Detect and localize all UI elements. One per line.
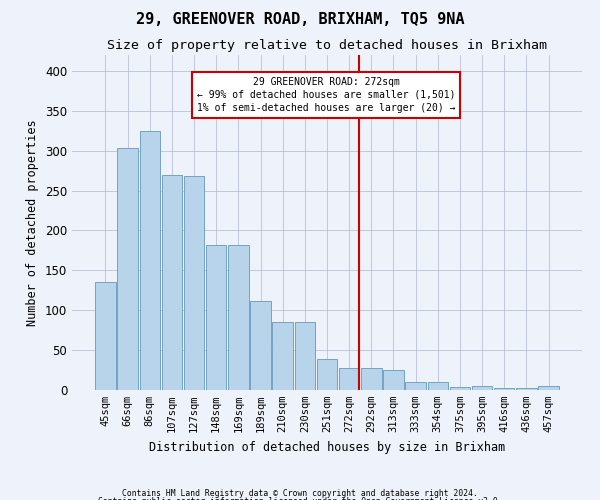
Bar: [472, 386, 493, 390]
Bar: [272, 322, 293, 390]
Text: Contains public sector information licensed under the Open Government Licence v3: Contains public sector information licen…: [98, 498, 502, 500]
Bar: [161, 174, 182, 390]
Bar: [95, 282, 116, 390]
Bar: [250, 300, 271, 390]
Bar: [406, 382, 426, 390]
Title: Size of property relative to detached houses in Brixham: Size of property relative to detached ho…: [107, 40, 547, 52]
Text: 29, GREENOVER ROAD, BRIXHAM, TQ5 9NA: 29, GREENOVER ROAD, BRIXHAM, TQ5 9NA: [136, 12, 464, 28]
Bar: [450, 387, 470, 390]
Bar: [538, 386, 559, 390]
Bar: [206, 245, 226, 390]
Bar: [516, 388, 536, 390]
Bar: [295, 322, 315, 390]
X-axis label: Distribution of detached houses by size in Brixham: Distribution of detached houses by size …: [149, 440, 505, 454]
Bar: [228, 245, 248, 390]
Bar: [140, 131, 160, 390]
Bar: [361, 368, 382, 390]
Text: Contains HM Land Registry data © Crown copyright and database right 2024.: Contains HM Land Registry data © Crown c…: [122, 488, 478, 498]
Bar: [339, 368, 359, 390]
Bar: [494, 388, 514, 390]
Y-axis label: Number of detached properties: Number of detached properties: [26, 119, 40, 326]
Bar: [184, 176, 204, 390]
Text: 29 GREENOVER ROAD: 272sqm
← 99% of detached houses are smaller (1,501)
1% of sem: 29 GREENOVER ROAD: 272sqm ← 99% of detac…: [197, 77, 455, 113]
Bar: [317, 359, 337, 390]
Bar: [428, 382, 448, 390]
Bar: [118, 148, 138, 390]
Bar: [383, 370, 404, 390]
